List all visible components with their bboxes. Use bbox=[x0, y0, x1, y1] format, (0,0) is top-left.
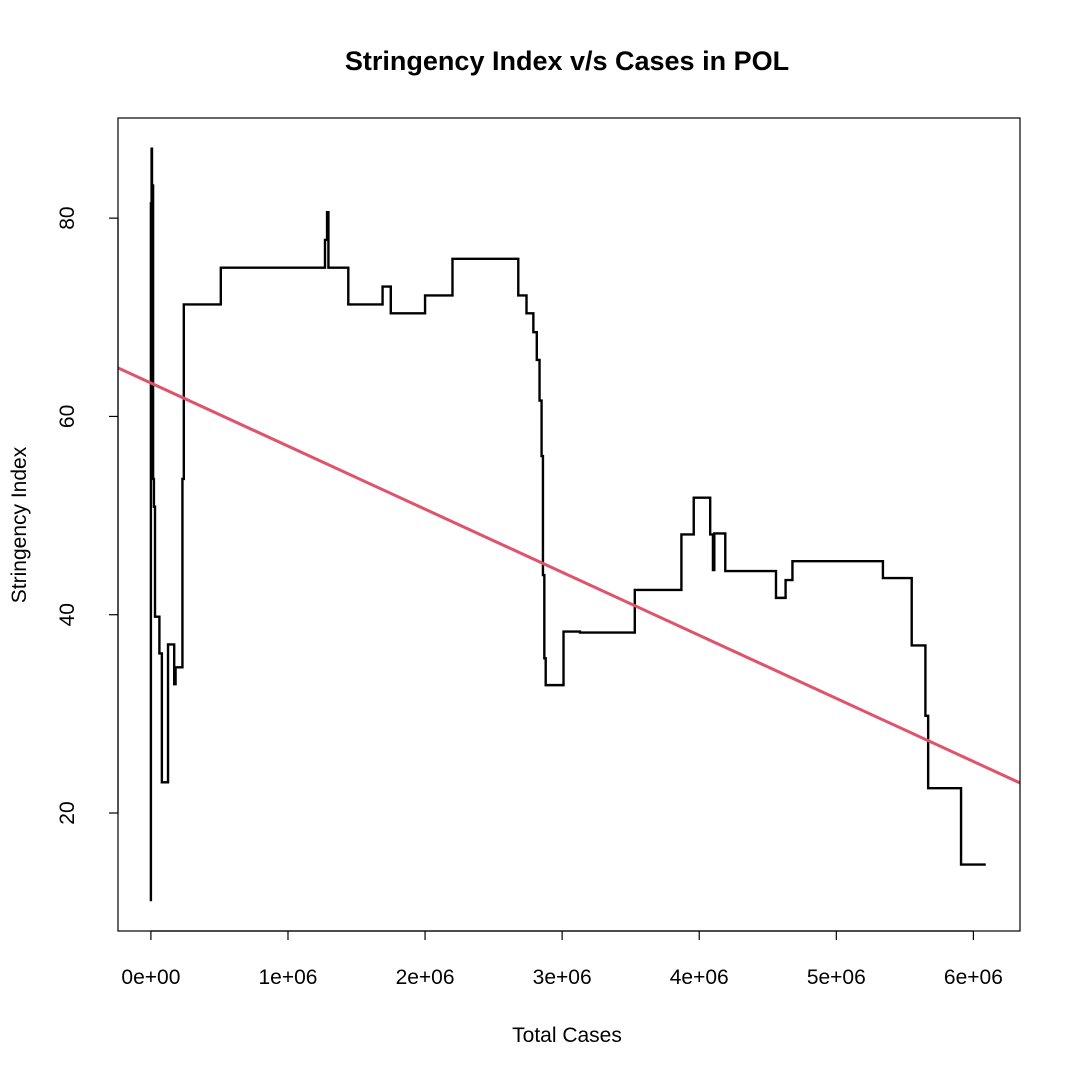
x-tick-label: 1e+06 bbox=[258, 966, 317, 989]
x-tick-label: 6e+06 bbox=[944, 966, 1003, 989]
plot-layer bbox=[118, 147, 1020, 902]
x-tick-label: 0e+00 bbox=[121, 966, 180, 989]
chart-title: Stringency Index v/s Cases in POL bbox=[345, 46, 789, 76]
x-tick-label: 3e+06 bbox=[533, 966, 592, 989]
y-axis: 20 40 60 80 bbox=[56, 206, 119, 825]
y-tick-label: 20 bbox=[56, 801, 79, 824]
y-tick-label: 60 bbox=[56, 405, 79, 428]
series-line-0 bbox=[149, 147, 986, 902]
x-axis-label: Total Cases bbox=[512, 1024, 622, 1047]
x-tick-label: 4e+06 bbox=[670, 966, 729, 989]
y-tick-label: 80 bbox=[56, 206, 79, 229]
x-tick-label: 2e+06 bbox=[396, 966, 455, 989]
x-tick-label: 5e+06 bbox=[807, 966, 866, 989]
y-axis-label: Stringency Index bbox=[8, 446, 31, 603]
y-tick-label: 40 bbox=[56, 603, 79, 626]
plot-frame bbox=[117, 117, 1021, 932]
trend-line bbox=[118, 366, 1020, 785]
x-axis: 0e+00 1e+06 2e+06 3e+06 4e+06 5e+06 6e+06 bbox=[121, 930, 1003, 989]
